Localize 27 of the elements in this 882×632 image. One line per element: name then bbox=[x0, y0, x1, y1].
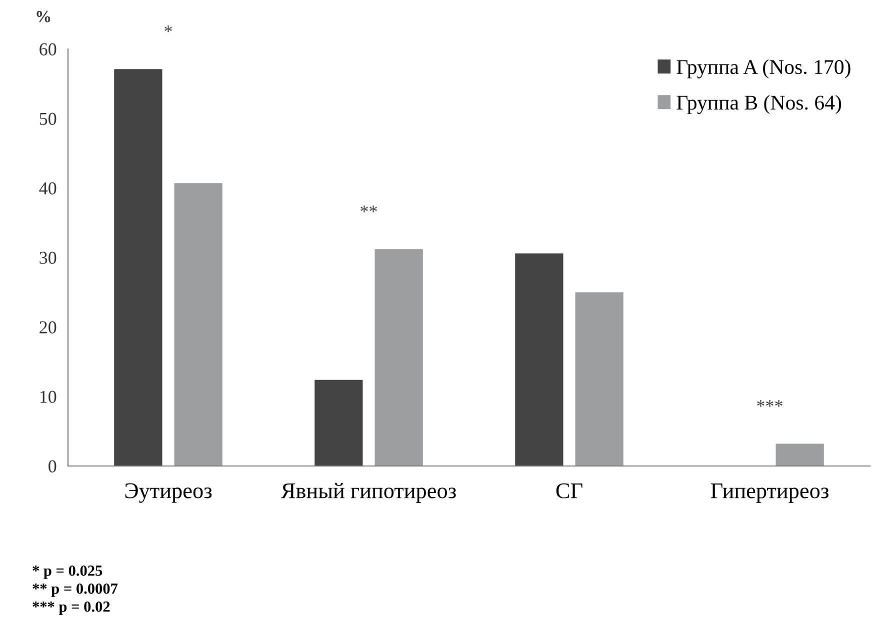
y-tick-label: 60 bbox=[40, 43, 56, 56]
text: *** p = 0.02 bbox=[32, 602, 110, 615]
bar bbox=[575, 292, 624, 466]
y-tick-label: 30 bbox=[40, 252, 56, 264]
annotation: *** bbox=[757, 400, 782, 407]
bar bbox=[374, 249, 423, 466]
bar bbox=[114, 69, 162, 466]
x-tick-label: Явный гипотиреоз bbox=[280, 482, 456, 503]
y-tick-label: 20 bbox=[40, 321, 56, 334]
x-tick-label: Эутиреоз bbox=[125, 483, 212, 503]
y-tick-label: 0 bbox=[48, 460, 56, 472]
x-tick-label: СГ bbox=[556, 483, 582, 498]
legend-label: Группа B (Nos. 64) bbox=[676, 95, 842, 114]
bar bbox=[515, 253, 564, 466]
text: * bbox=[164, 26, 172, 32]
y-tick-label: 50 bbox=[40, 112, 56, 125]
bar bbox=[174, 183, 222, 466]
y-tick-label: 10 bbox=[40, 390, 56, 403]
text: * p = 0.025 bbox=[32, 566, 102, 579]
annotation: ** bbox=[360, 206, 377, 212]
text: ** p = 0.0007 bbox=[32, 584, 118, 597]
legend-label: Группа A (Nos. 170) bbox=[676, 59, 850, 78]
x-tick-label: Гипертиреоз bbox=[710, 484, 828, 503]
y-axis-title: % bbox=[36, 10, 50, 22]
bar bbox=[314, 380, 363, 466]
bar bbox=[776, 444, 824, 466]
y-tick-label: 40 bbox=[39, 182, 56, 194]
